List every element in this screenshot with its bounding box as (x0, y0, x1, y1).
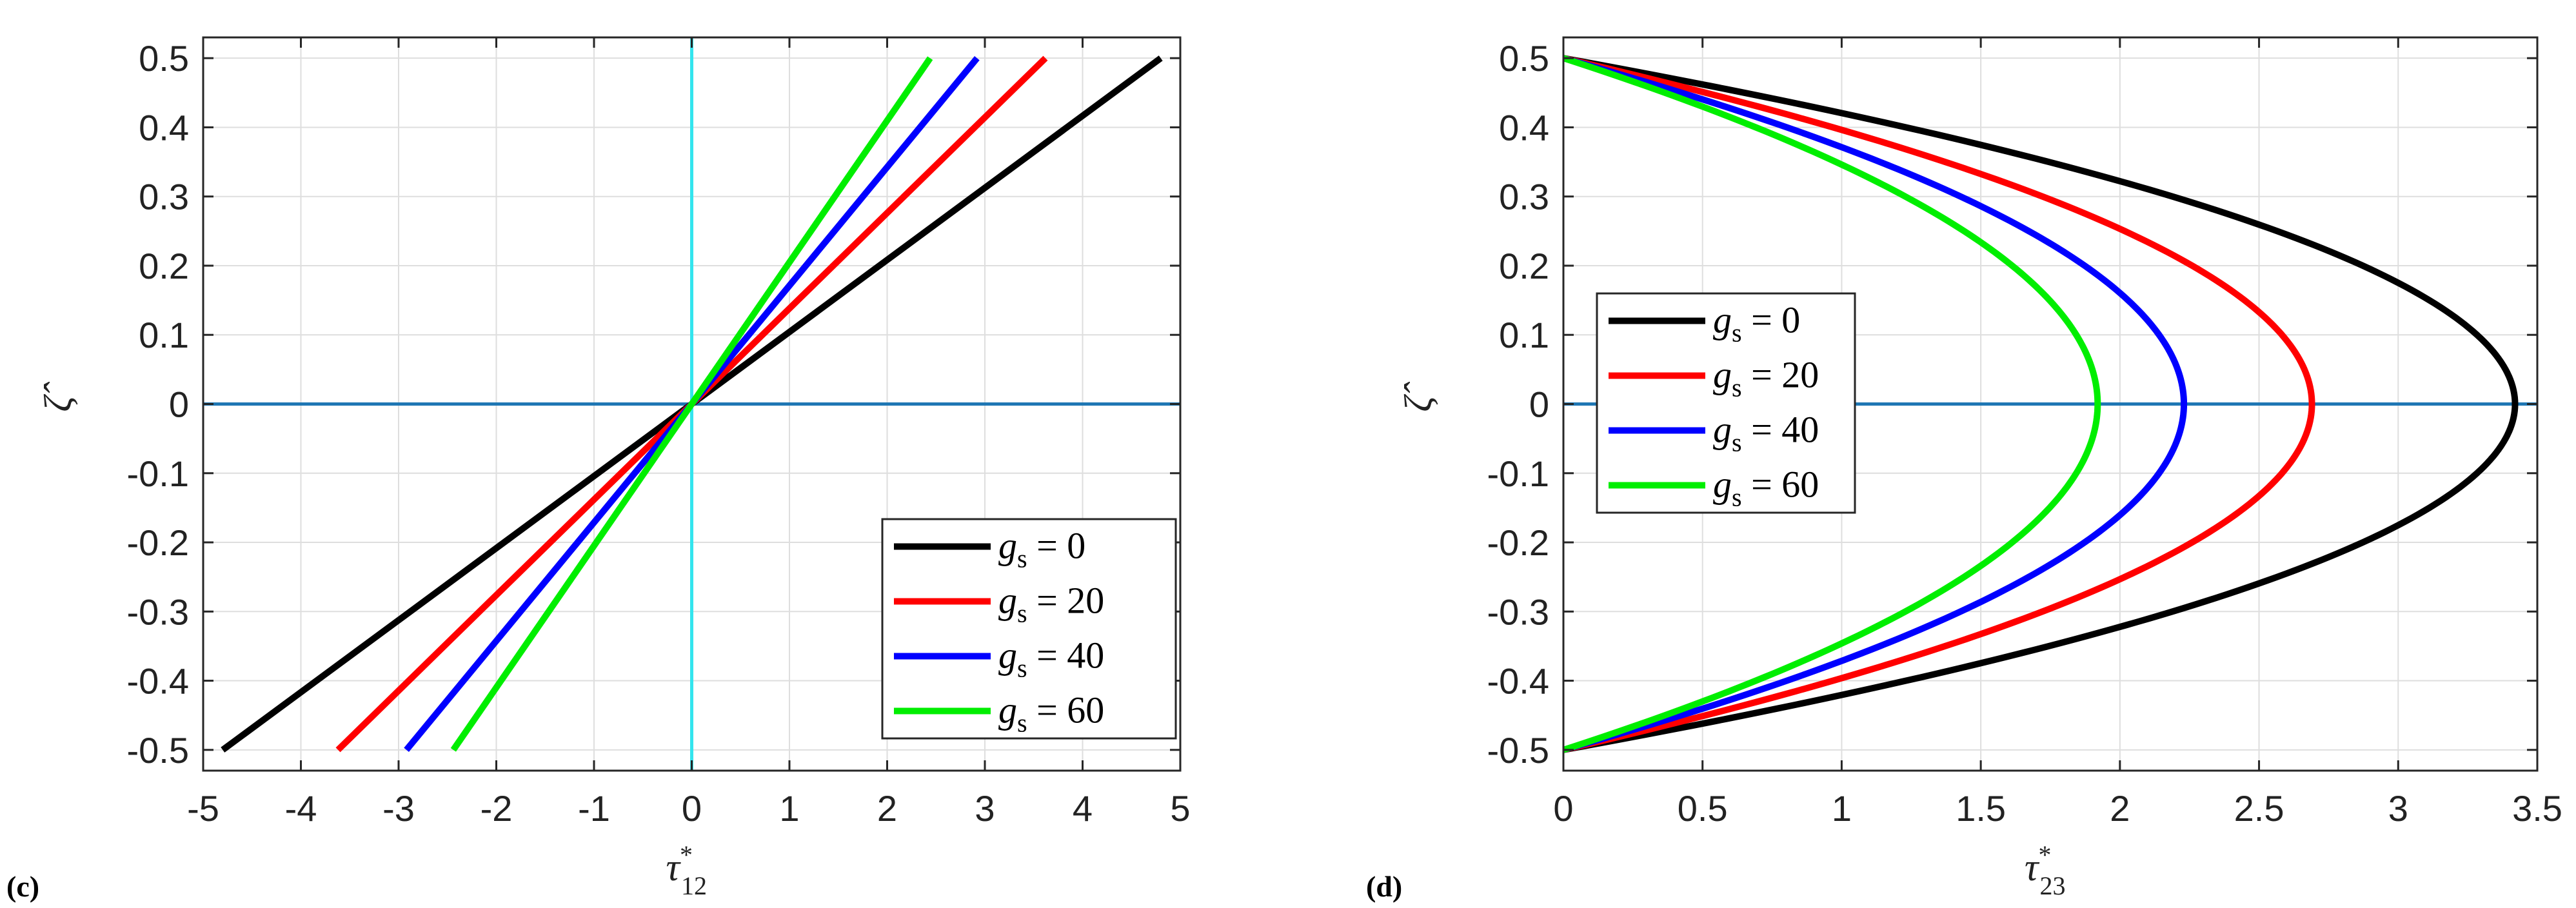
panel-d: 0 0.5 1 1.5 2 2.5 3 3.5 0.5 0.4 0.3 0.2 0.1 0 -0.1 -0.2… (1366, 36, 2562, 903)
y-axis-label: ζ̂ (1397, 381, 1440, 411)
y-tick-label: -0.2 (127, 522, 190, 563)
legend-entry: gs = 20 (1713, 354, 1819, 402)
y-tick-label: -0.5 (1487, 730, 1550, 771)
y-tick-label: 0.4 (139, 107, 189, 148)
y-tick-label: 0.3 (1499, 177, 1549, 217)
x-tick-label: 3.5 (2512, 788, 2562, 829)
x-tick-label: 2 (877, 788, 897, 829)
legend-entry: gs = 40 (998, 635, 1104, 683)
y-tick-label: -0.1 (127, 453, 190, 494)
x-tick-label: -1 (578, 788, 610, 829)
x-tick-label: -5 (187, 788, 219, 829)
y-tick-label: -0.3 (127, 591, 190, 632)
legend-box (881, 518, 1177, 740)
x-tick-label: 4 (1073, 788, 1093, 829)
series-line (1562, 55, 2101, 753)
y-tick-label: 0.2 (139, 246, 189, 286)
panel-label: (d) (1366, 870, 1402, 903)
panel-label: (c) (6, 870, 39, 903)
y-tick-label: 0.5 (1499, 38, 1549, 79)
x-tick-label: 2.5 (2234, 788, 2284, 829)
series-line (1562, 55, 2188, 753)
y-tick-label: -0.3 (1487, 591, 1550, 632)
y-tick-label: -0.5 (127, 730, 190, 771)
legend-entry: gs = 40 (1713, 409, 1819, 457)
series-line (1562, 55, 2315, 753)
y-tick-label: 0.1 (1499, 315, 1549, 355)
y-tick-label: 0 (169, 384, 189, 425)
y-tick-label: 0.2 (1499, 246, 1549, 286)
x-tick-label: 2 (2110, 788, 2130, 829)
y-tick-label: 0.1 (139, 315, 189, 355)
legend: gs = 0 gs = 20 gs = 40 gs = 60 (881, 518, 1177, 740)
legend-box (1596, 292, 1856, 514)
y-tick-label: 0 (1529, 384, 1549, 425)
legend-entry: gs = 60 (998, 689, 1104, 738)
x-tick-label: 1 (779, 788, 799, 829)
x-tick-label: 1 (1832, 788, 1852, 829)
y-tick-label: -0.4 (1487, 661, 1550, 702)
legend-entry: gs = 0 (998, 525, 1085, 573)
y-tick-label: 0.3 (139, 177, 189, 217)
x-tick-label: -3 (382, 788, 415, 829)
legend-entry: gs = 20 (998, 580, 1104, 628)
y-tick-label: -0.2 (1487, 522, 1550, 563)
x-tick-label: 3 (2388, 788, 2408, 829)
x-tick-label: 5 (1170, 788, 1190, 829)
y-tick-label: 0.5 (139, 38, 189, 79)
x-tick-label: -2 (481, 788, 513, 829)
panel-c: -5 -4 -3 -2 -1 0 1 2 3 4 5 0.5 0.4 0.3 0.2 0.1 0 -0.1 -0.2… (6, 36, 1191, 903)
legend-entry: gs = 60 (1713, 464, 1819, 512)
y-tick-label: -0.4 (127, 661, 190, 702)
x-tick-label: -4 (285, 788, 317, 829)
legend-entry: gs = 0 (1713, 299, 1800, 348)
x-tick-label: 3 (975, 788, 995, 829)
legend: gs = 0 gs = 20 gs = 40 gs = 60 (1596, 292, 1856, 514)
x-axis-label: τ* 23 (2025, 840, 2065, 900)
series-line (450, 56, 933, 752)
x-tick-label: 1.5 (1956, 788, 2006, 829)
y-tick-label: -0.1 (1487, 453, 1550, 494)
x-tick-label: 0 (1553, 788, 1573, 829)
y-axis-label: ζ̂ (37, 381, 79, 411)
series-line (1563, 55, 2519, 753)
x-tick-label: 0 (682, 788, 702, 829)
x-axis-label: τ* 12 (666, 840, 707, 900)
y-tick-label: 0.4 (1499, 107, 1549, 148)
x-tick-label: 0.5 (1678, 788, 1728, 829)
